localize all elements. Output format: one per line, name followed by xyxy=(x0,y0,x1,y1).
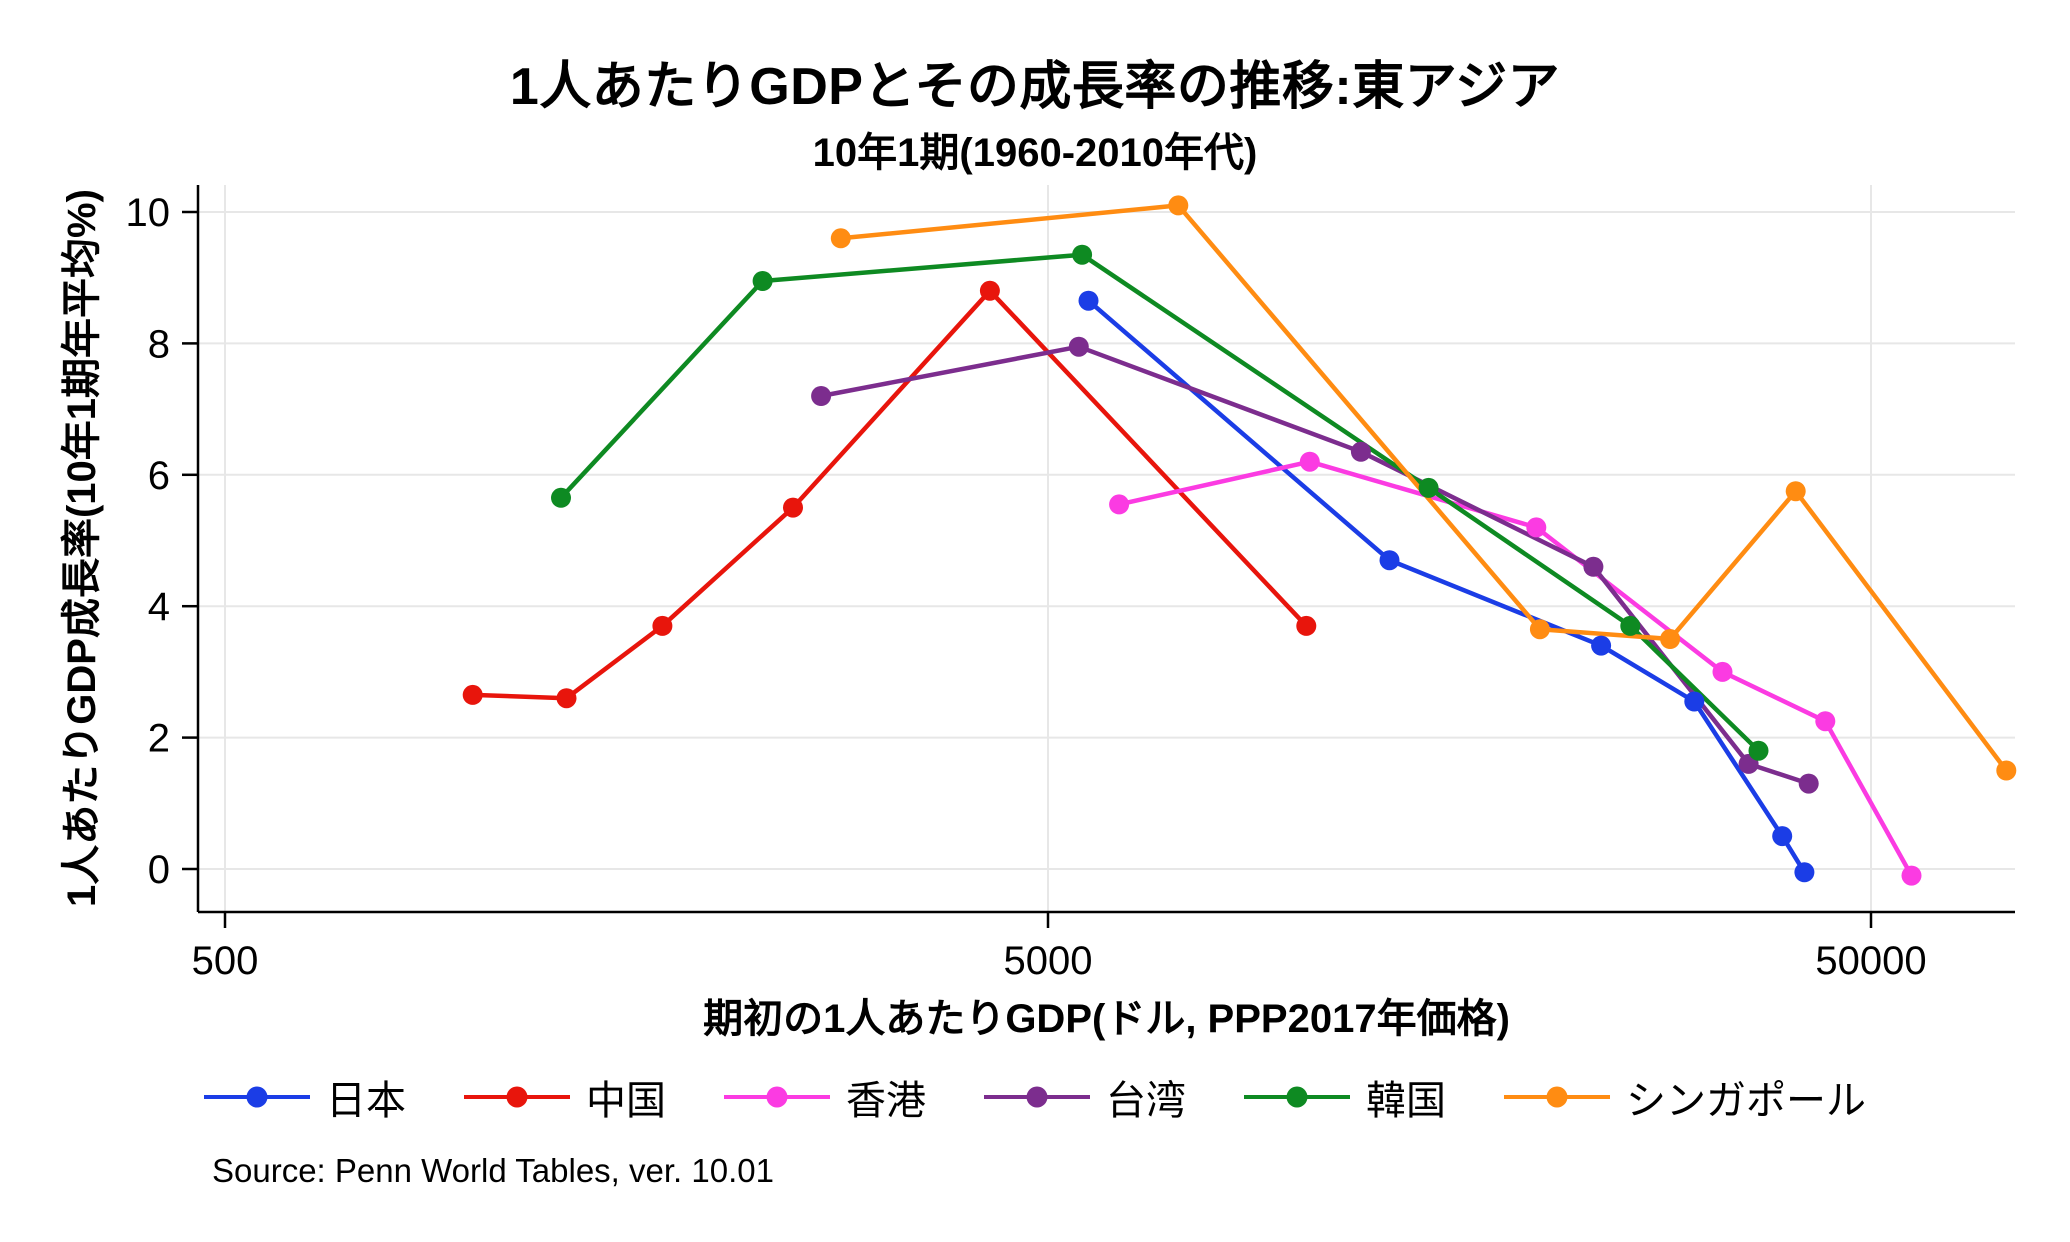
chart-subtitle: 10年1期(1960-2010年代) xyxy=(812,131,1258,175)
data-point xyxy=(1712,661,1733,682)
x-tick-label: 500 xyxy=(192,939,259,983)
chart-title: 1人あたりGDPとその成長率の推移:東アジア xyxy=(509,58,1561,116)
y-tick-label: 0 xyxy=(148,848,170,892)
y-tick-label: 8 xyxy=(148,322,170,366)
data-point xyxy=(1684,691,1705,712)
x-axis-label: 期初の1人あたりGDP(ドル, PPP2017年価格) xyxy=(703,997,1510,1041)
legend-label: 台湾 xyxy=(1106,1079,1186,1123)
data-point xyxy=(1620,615,1641,636)
x-tick-label: 50000 xyxy=(1815,939,1926,983)
source-note: Source: Penn World Tables, ver. 10.01 xyxy=(212,1152,774,1189)
legend-item: 中国 xyxy=(464,1068,666,1126)
legend-item: 日本 xyxy=(204,1068,406,1126)
data-point xyxy=(1996,760,2017,781)
data-point xyxy=(979,280,1000,301)
legend: 日本 中国 香港 台湾 韓国 シンガポール xyxy=(0,1068,2070,1126)
data-point xyxy=(1296,615,1317,636)
y-tick-label: 6 xyxy=(148,454,170,498)
data-point xyxy=(1583,556,1604,577)
data-point xyxy=(783,497,803,518)
y-tick-label: 2 xyxy=(148,717,170,761)
legend-item: 台湾 xyxy=(984,1068,1186,1126)
series-line xyxy=(558,252,1761,753)
legend-line-marker-icon xyxy=(724,1086,830,1108)
data-point xyxy=(1772,826,1793,847)
legend-line-marker-icon xyxy=(1504,1086,1610,1108)
data-point xyxy=(1901,865,1922,886)
y-tick-label: 10 xyxy=(126,191,171,235)
data-point xyxy=(811,386,832,406)
data-point xyxy=(1078,290,1099,311)
data-point xyxy=(1660,629,1681,649)
data-point xyxy=(752,271,773,291)
legend-line-marker-icon xyxy=(984,1086,1090,1108)
legend-label: 韓国 xyxy=(1366,1079,1446,1123)
legend-label: シンガポール xyxy=(1626,1079,1866,1123)
series-line xyxy=(1116,459,1914,878)
data-point xyxy=(1785,481,1806,502)
data-point xyxy=(1379,550,1400,571)
data-point xyxy=(830,228,851,249)
legend-line-marker-icon xyxy=(204,1086,310,1108)
legend-label: 日本 xyxy=(326,1079,406,1123)
data-point xyxy=(1350,441,1371,462)
data-point xyxy=(652,615,673,636)
data-point xyxy=(1748,740,1769,761)
legend-line-marker-icon xyxy=(1244,1086,1350,1108)
series-line xyxy=(818,344,1811,786)
legend-item: シンガポール xyxy=(1504,1068,1866,1126)
data-point xyxy=(1109,494,1130,515)
data-point xyxy=(1168,195,1189,216)
legend-label: 香港 xyxy=(846,1079,926,1123)
data-point xyxy=(1299,451,1320,472)
y-tick-label: 4 xyxy=(148,585,170,629)
data-point xyxy=(1418,477,1439,498)
data-point xyxy=(1794,862,1815,883)
data-point xyxy=(1526,517,1547,538)
legend-line-marker-icon xyxy=(464,1086,570,1108)
data-point xyxy=(1072,244,1093,265)
series-line xyxy=(1086,298,1807,875)
data-point xyxy=(1798,773,1819,794)
data-point xyxy=(1591,635,1612,656)
data-point xyxy=(1815,711,1836,732)
legend-item: 香港 xyxy=(724,1068,926,1126)
series-line xyxy=(838,203,2009,773)
data-point xyxy=(551,487,571,508)
data-point xyxy=(462,684,483,705)
legend-label: 中国 xyxy=(586,1079,666,1123)
legend-item: 韓国 xyxy=(1244,1068,1446,1126)
x-tick-label: 5000 xyxy=(1004,939,1093,983)
data-point xyxy=(556,688,577,709)
series-line xyxy=(470,288,1309,701)
data-point xyxy=(1529,619,1550,640)
data-point xyxy=(1068,336,1089,357)
